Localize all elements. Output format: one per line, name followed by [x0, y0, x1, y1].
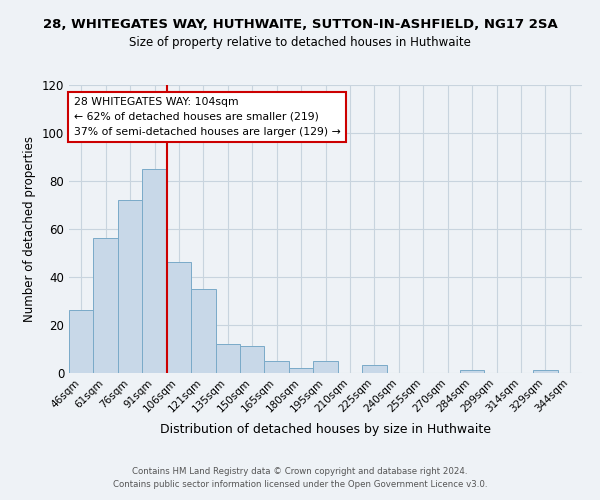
Bar: [167, 262, 191, 372]
Bar: [460, 370, 484, 372]
Text: Size of property relative to detached houses in Huthwaite: Size of property relative to detached ho…: [129, 36, 471, 49]
Bar: [265, 360, 289, 372]
Bar: [69, 310, 94, 372]
Y-axis label: Number of detached properties: Number of detached properties: [23, 136, 36, 322]
Bar: [118, 200, 142, 372]
Bar: [191, 288, 215, 372]
Bar: [94, 238, 118, 372]
Bar: [240, 346, 265, 372]
Bar: [533, 370, 557, 372]
Bar: [142, 169, 167, 372]
Text: Contains HM Land Registry data © Crown copyright and database right 2024.: Contains HM Land Registry data © Crown c…: [132, 467, 468, 476]
Text: Contains public sector information licensed under the Open Government Licence v3: Contains public sector information licen…: [113, 480, 487, 489]
Text: 28, WHITEGATES WAY, HUTHWAITE, SUTTON-IN-ASHFIELD, NG17 2SA: 28, WHITEGATES WAY, HUTHWAITE, SUTTON-IN…: [43, 18, 557, 30]
Bar: [362, 366, 386, 372]
X-axis label: Distribution of detached houses by size in Huthwaite: Distribution of detached houses by size …: [160, 422, 491, 436]
Bar: [215, 344, 240, 372]
Text: 28 WHITEGATES WAY: 104sqm
← 62% of detached houses are smaller (219)
37% of semi: 28 WHITEGATES WAY: 104sqm ← 62% of detac…: [74, 97, 341, 136]
Bar: [289, 368, 313, 372]
Bar: [313, 360, 338, 372]
